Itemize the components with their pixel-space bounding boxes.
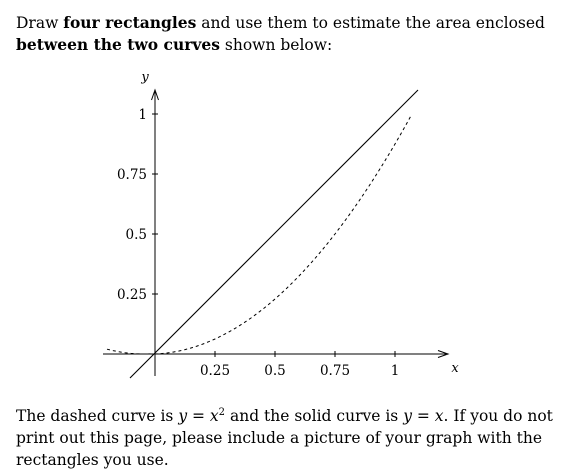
instruction-part-3: shown below:: [219, 36, 333, 54]
y-axis-arrowhead: [151, 88, 159, 101]
y-tick-label: 0.75: [117, 167, 147, 183]
y-tick-label: 1: [138, 107, 147, 123]
x-tick-label: 0.5: [264, 363, 285, 379]
equation-solid-rhs: x: [434, 407, 444, 426]
equation-dashed-lhs: y: [178, 407, 188, 426]
y-axis-label: y: [140, 70, 149, 85]
instruction-part-2: and use them to estimate the area enclos…: [196, 14, 545, 32]
instruction-bold-four-rectangles: four rectangles: [63, 13, 197, 32]
x-ticks: [214, 351, 396, 357]
equation-dashed-exponent: 2: [218, 407, 226, 418]
equation-dashed-base: x: [209, 407, 219, 426]
dashed-curve-y-equals-x-squared: [106, 115, 412, 355]
x-tick-label: 1: [391, 363, 400, 379]
y-tick-label: 0.25: [117, 287, 147, 303]
instruction-bold-between-curves: between the two curves: [16, 35, 220, 54]
footer-part-2: and the solid curve is: [225, 407, 404, 426]
y-tick-label: 0.5: [126, 227, 147, 243]
footer-text: The dashed curve is y = x2 and the solid…: [16, 402, 564, 471]
equation-solid-equals: =: [411, 407, 435, 426]
curves-graph: 0.25 0.5 0.75 1 0.25 0.5 0.75 1 x y: [103, 70, 459, 379]
y-ticks: [152, 113, 158, 295]
instruction-part-1: Draw: [16, 14, 64, 32]
equation-solid-lhs: y: [403, 407, 412, 426]
footer-part-1: The dashed curve is: [16, 407, 179, 426]
equation-dashed-equals: =: [187, 407, 210, 426]
x-axis-label: x: [451, 361, 459, 376]
solid-curve-y-equals-x: [129, 89, 419, 379]
x-tick-label: 0.75: [320, 363, 350, 379]
x-axis-arrowhead: [437, 350, 450, 358]
instruction-text: Draw four rectangles and use them to est…: [16, 12, 564, 56]
x-tick-label: 0.25: [200, 363, 230, 379]
